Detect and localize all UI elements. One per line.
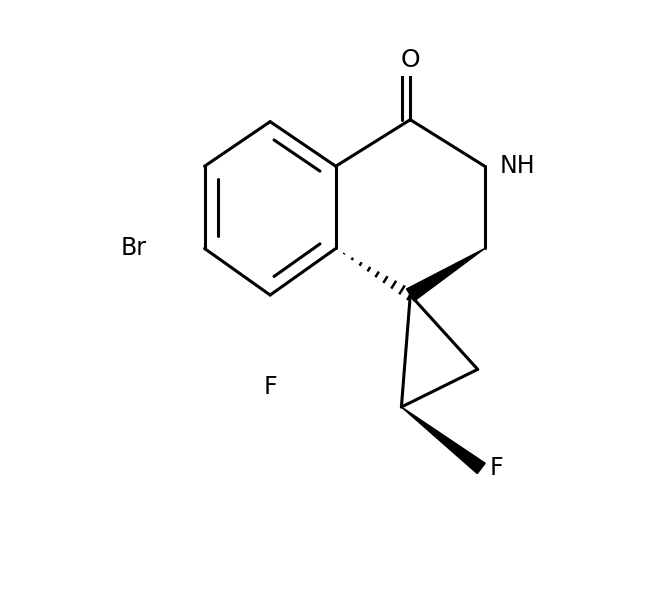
Text: NH: NH bbox=[500, 154, 535, 178]
Polygon shape bbox=[407, 249, 485, 301]
Text: O: O bbox=[400, 48, 420, 72]
Text: Br: Br bbox=[120, 236, 146, 261]
Text: F: F bbox=[490, 456, 504, 480]
Polygon shape bbox=[401, 407, 485, 474]
Text: F: F bbox=[263, 375, 277, 399]
